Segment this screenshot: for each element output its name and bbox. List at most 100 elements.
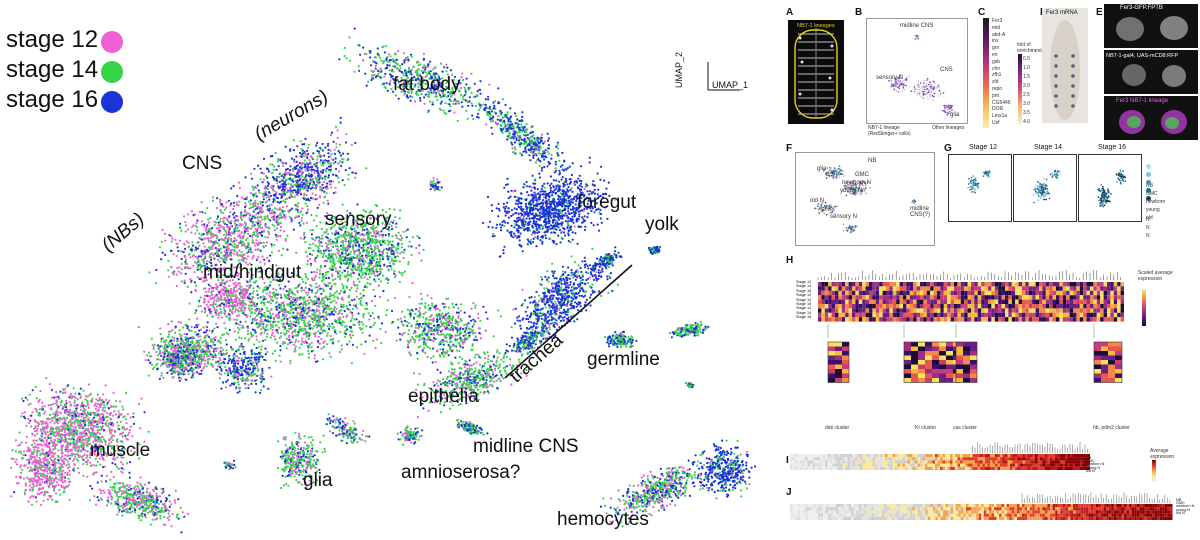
panel-c-scale <box>1018 54 1022 124</box>
panel-f-label-nb: NB <box>868 158 877 164</box>
panel-c-bar <box>983 18 989 128</box>
legend-swatch-stage-16 <box>101 91 123 113</box>
panel-c-gene: zld <box>992 79 999 86</box>
panel-c-gene: Fer3 <box>992 18 1003 24</box>
panel-c-gene: zfh1 <box>992 72 1002 79</box>
trachea-line <box>504 264 633 379</box>
panel-h-row-label: Stage 16 <box>796 288 812 293</box>
legend-swatch-stage-12 <box>101 31 123 53</box>
panel-e-image-2 <box>1104 50 1198 94</box>
panel-h-cluster-kr: Kr cluster <box>915 425 937 431</box>
panel-e-title-2: NB7-1-gal4, UAS-mCD8:RFP <box>1106 53 1179 59</box>
panel-h-row-label: Stage 14 <box>796 284 812 289</box>
label-epithelia: epithelia <box>408 386 479 407</box>
panel-h-row-label: Stage 14 <box>796 310 812 315</box>
panel-e-title-1: Fer3-GFP.FPTB <box>1120 5 1163 11</box>
panel-f-label-glia: glia <box>817 166 827 172</box>
panel-c-gene: gsb <box>992 58 1001 65</box>
panel-b-letter: B <box>855 7 863 18</box>
panel-f-plot <box>795 152 935 246</box>
heatmap-row-label: NB <box>1086 456 1092 460</box>
panel-a-title: NB7-1 lineages <box>797 23 835 29</box>
panel-c-gene: DOR <box>992 106 1004 113</box>
panel-i-heatmap <box>790 442 1090 470</box>
label-muscle: muscle <box>90 440 151 461</box>
panel-g-plot-12 <box>948 154 1012 222</box>
panel-h-row-label: Stage 16 <box>796 302 812 306</box>
panel-g-legend-item: young N <box>1146 180 1160 234</box>
panel-c-gene: Lmx1a <box>992 113 1008 120</box>
panel-c-gene: CG5446 <box>992 99 1011 106</box>
label-fat-body: fat body <box>393 74 461 95</box>
panel-f-label-young: young N <box>840 188 863 194</box>
heatmap-row-label: newborn N <box>1176 504 1195 509</box>
panel-h-row-label: Stage 14 <box>796 297 812 302</box>
legend-item-stage-16: stage 16 <box>6 86 99 113</box>
panel-g-plot-16 <box>1078 154 1142 222</box>
panel-c-gene: repo <box>992 86 1003 92</box>
panel-f-label-midline: midline CNS(?) <box>910 206 931 218</box>
umap-axis-indicator <box>707 62 740 91</box>
panel-f-label-old: old N <box>810 198 825 204</box>
label-yolk: yolk <box>645 214 679 235</box>
heatmap-row-label: GMC <box>1176 501 1185 506</box>
panel-c-tick: 0.5 <box>1023 56 1030 62</box>
panel-b-legend-nb71: NB7-1 lineage (RedStinger+ cells) <box>868 125 911 137</box>
heatmap-row-label: GMC <box>1086 459 1095 464</box>
panel-e-image-1 <box>1104 4 1198 48</box>
panel-j-letter: J <box>786 487 792 498</box>
label-cns: CNS <box>182 153 223 174</box>
panel-h-heatmap <box>817 270 1124 383</box>
panel-c-letter: C <box>978 7 986 18</box>
panel-h-cluster-hb: hb, pdm2 cluster <box>1093 425 1130 431</box>
panel-h-row-label: Stage 12 <box>796 293 812 298</box>
panel-c-gene: Usf <box>992 120 1000 126</box>
panel-h-letter: H <box>786 255 794 266</box>
panel-b-label-glia: glia <box>950 112 960 118</box>
label-sensory: sensory <box>325 209 392 230</box>
panel-d-image <box>1042 8 1088 123</box>
panel-g-legend-item: NB <box>1146 156 1154 192</box>
panel-c-tick: 1.5 <box>1023 74 1030 80</box>
panel-i-scale-title: Average expression <box>1150 448 1175 460</box>
panel-b-plot <box>866 18 968 124</box>
panel-g-title-14: Stage 14 <box>1034 144 1063 151</box>
heatmap-row-label: young N <box>1086 465 1101 470</box>
panel-c-tick: 4.0 <box>1023 119 1030 125</box>
legend-item-stage-14: stage 14 <box>6 56 99 83</box>
panel-h-scale <box>1142 290 1146 326</box>
label-foregut: foregut <box>577 192 637 213</box>
heatmap-row-label: NB <box>1176 498 1182 502</box>
panel-i-scale <box>1152 460 1156 482</box>
legend-item-stage-12: stage 12 <box>6 26 99 53</box>
panel-c-tick: 2.5 <box>1023 92 1030 98</box>
panel-c-scale-title: fold of enrichment <box>1017 42 1042 54</box>
label-germline: germline <box>587 349 660 370</box>
panel-g-legend-item: newborn N <box>1146 172 1165 226</box>
panel-g-title-12: Stage 12 <box>969 144 998 151</box>
panel-e-title-3: Fer3 NB7-1 lineage <box>1116 98 1169 104</box>
umap-y-label: UMAP_2 <box>674 51 684 88</box>
panel-g-legend-item: old N <box>1146 188 1154 242</box>
heatmap-row-label: young N <box>1176 507 1191 512</box>
heatmap-row-label: old N <box>1086 468 1095 473</box>
panel-h-row-label: Stage 12 <box>796 280 812 284</box>
panel-e-image-3 <box>1104 96 1198 140</box>
panel-c-gene: grn <box>992 45 1000 52</box>
panel-i-letter: I <box>786 455 789 466</box>
panel-h-cluster-dati: dati cluster <box>825 425 850 431</box>
panel-h-cluster-cas: cas cluster <box>953 425 977 431</box>
panel-c-gene: mid <box>992 24 1001 31</box>
umap-plot <box>10 27 757 534</box>
panel-b-label-sensory: sensory N <box>876 75 904 81</box>
panel-c-tick: 2.0 <box>1023 83 1030 89</box>
panel-a-letter: A <box>786 7 794 18</box>
panel-f-letter: F <box>786 143 793 154</box>
panel-e-letter: E <box>1096 7 1103 18</box>
panel-f-label-gmc: GMC <box>855 172 869 178</box>
panel-g-title-16: Stage 16 <box>1098 144 1127 151</box>
panel-a-image <box>788 20 844 124</box>
panel-b-label-midline: midline CNS <box>900 23 934 29</box>
panel-c-tick: 1.0 <box>1023 65 1030 71</box>
umap-x-label: UMAP_1 <box>712 80 749 90</box>
